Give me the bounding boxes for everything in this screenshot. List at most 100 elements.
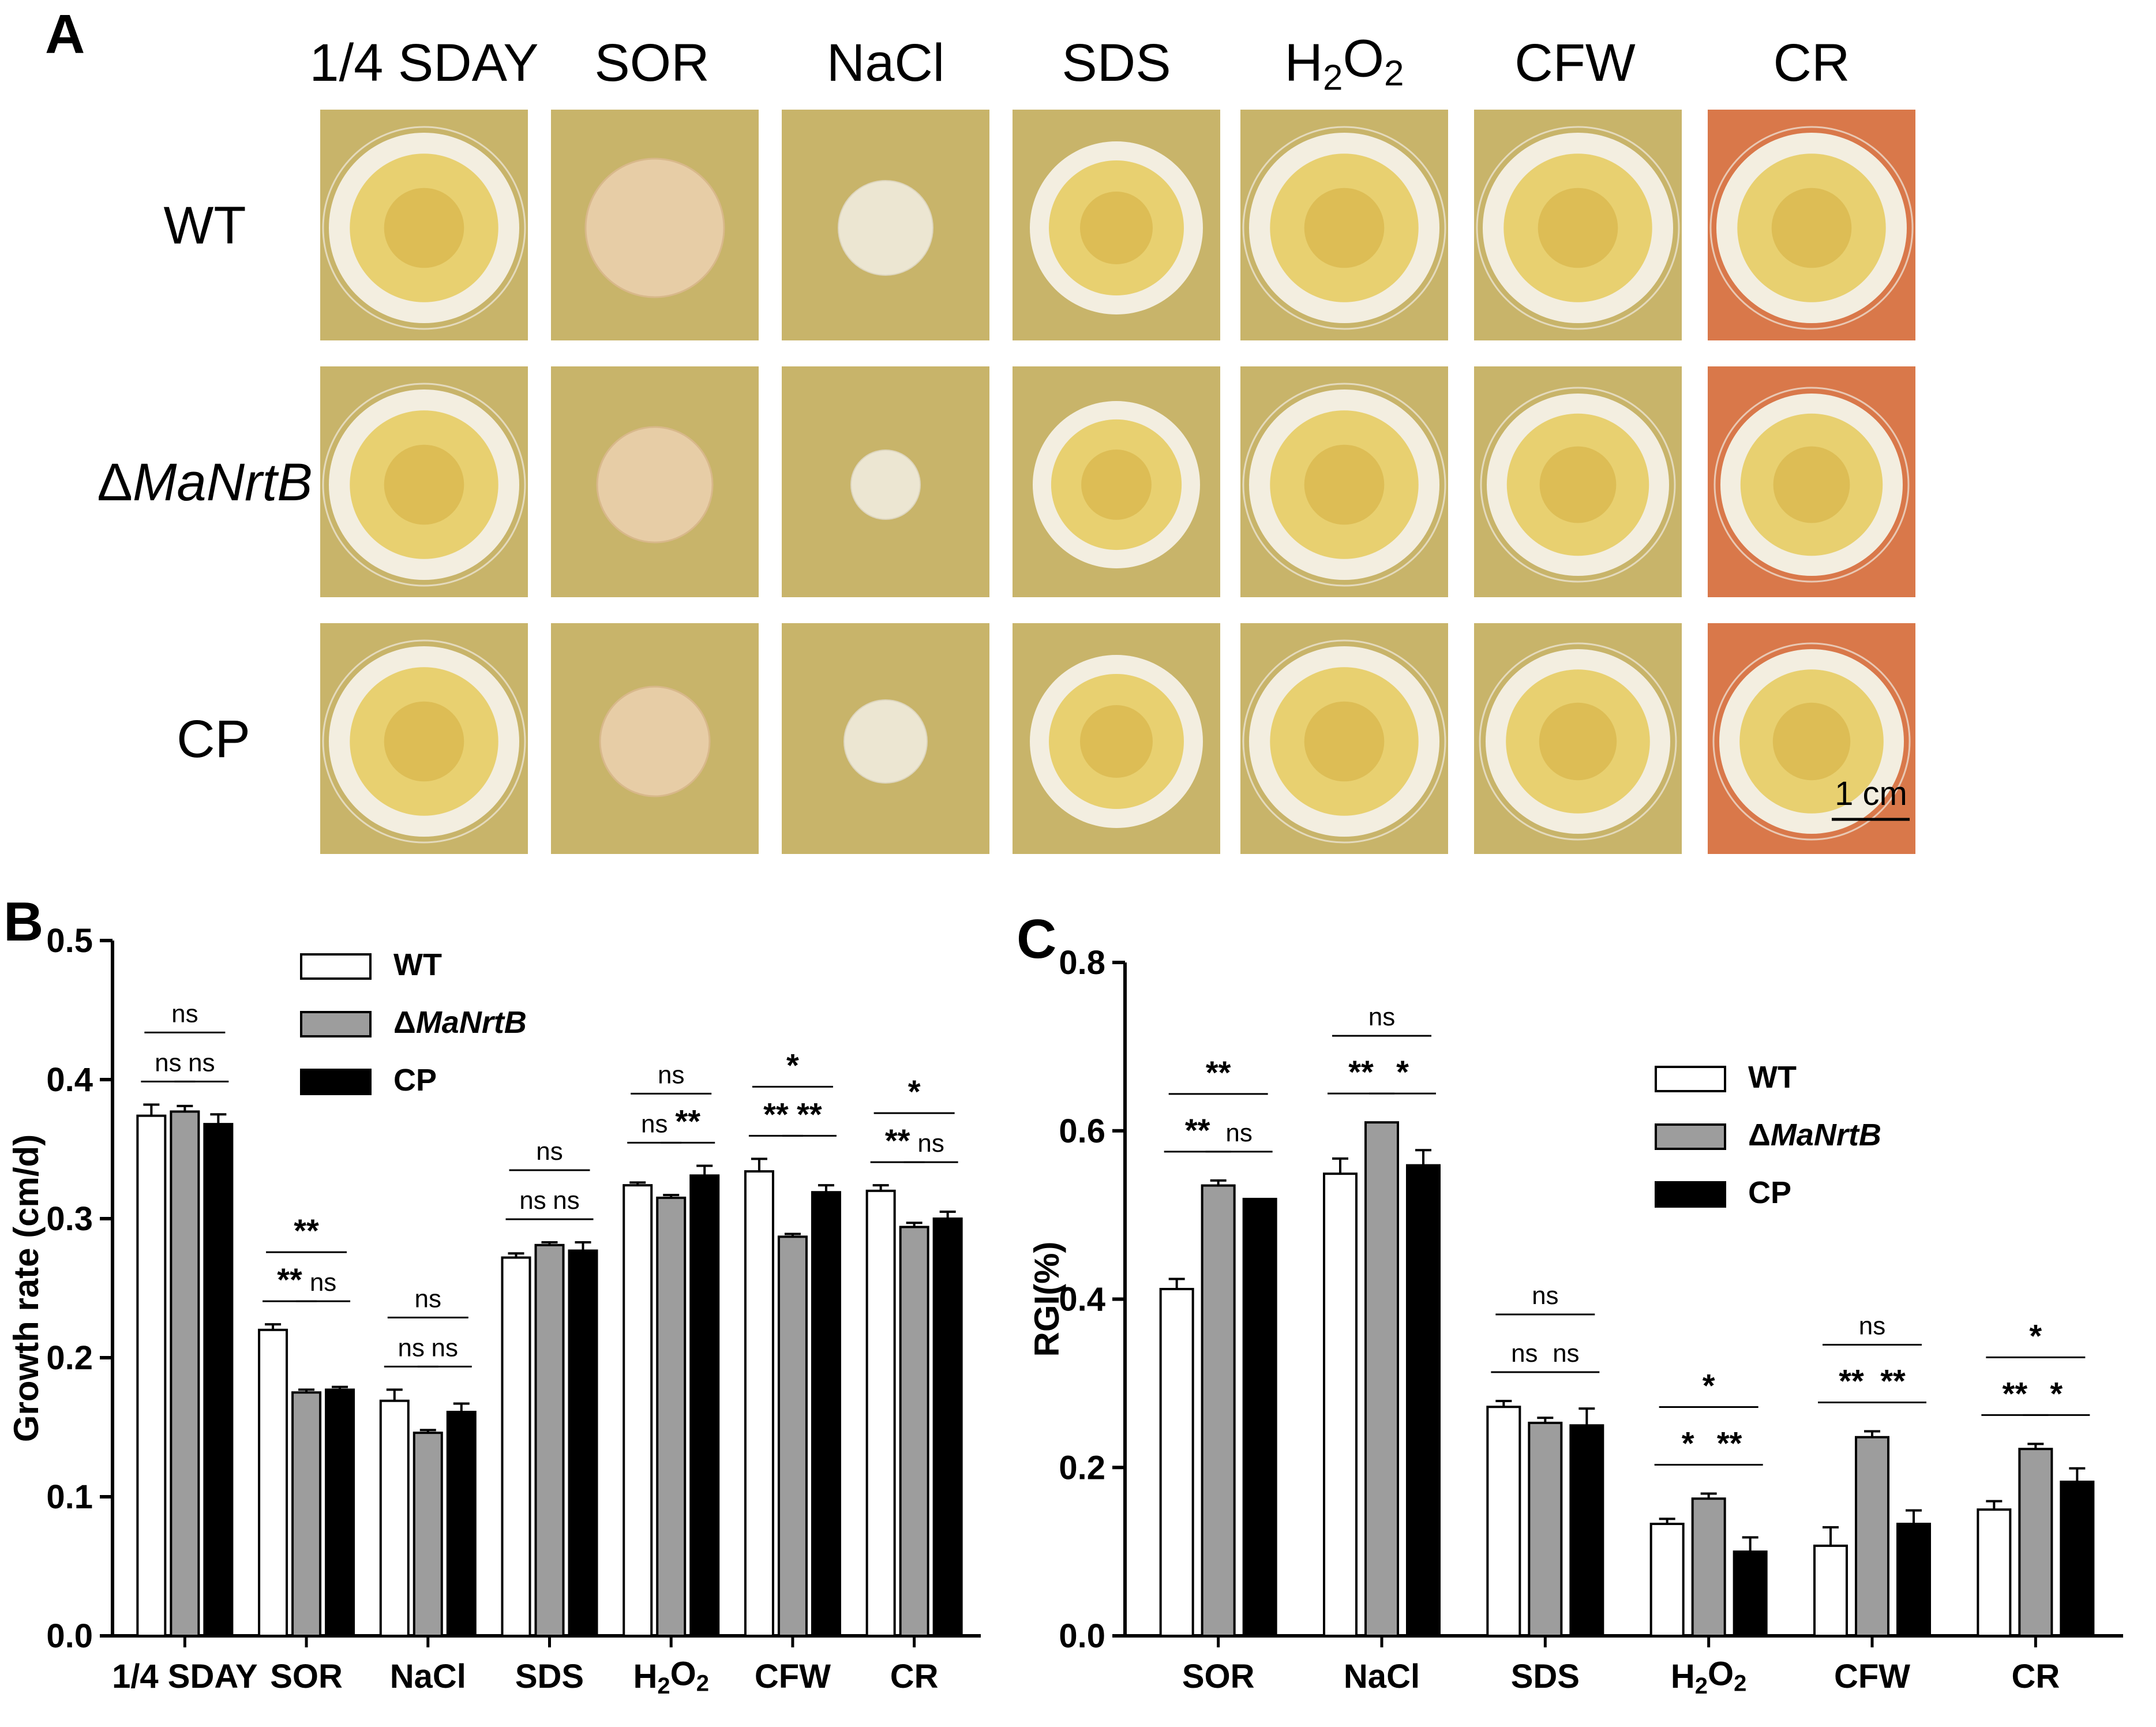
y-tick-label: 0.6: [1059, 1112, 1105, 1150]
significance-label: **: [294, 1212, 319, 1249]
significance-label: **: [277, 1261, 302, 1298]
colony-center: [1771, 188, 1852, 268]
significance-label: *: [1703, 1367, 1715, 1403]
bar: [1528, 1421, 1563, 1638]
bar: [568, 1249, 598, 1637]
bar: [865, 1189, 896, 1638]
colony-center: [384, 188, 464, 268]
y-tick-label: 0.5: [46, 922, 93, 960]
gene-name: MaNrtB: [1771, 1118, 1881, 1152]
x-tick-label: CR: [2011, 1658, 2060, 1695]
bar: [689, 1174, 720, 1638]
significance-label: ns: [917, 1129, 944, 1157]
colony-center: [1538, 188, 1618, 268]
dish-rim: [322, 383, 526, 587]
y-tick-label: 0.4: [46, 1061, 93, 1099]
significance-label: ns: [432, 1333, 458, 1362]
colony: [850, 449, 921, 520]
significance-label: ns: [188, 1048, 215, 1077]
legend-label: CP: [1748, 1175, 1791, 1210]
x-tick-label: SDS: [515, 1658, 584, 1695]
significance-label: ns: [1532, 1282, 1558, 1310]
x-tick-label: SOR: [1182, 1658, 1255, 1695]
column-label: NaCl: [827, 33, 944, 92]
colony-center: [1080, 192, 1153, 264]
legend-swatch: [300, 1069, 372, 1095]
legend-swatch: [1655, 1123, 1726, 1150]
significance-label: ns: [658, 1061, 684, 1089]
significance-label: ns: [171, 999, 198, 1028]
significance-label: **: [763, 1096, 789, 1132]
x-tick-label: SOR: [270, 1658, 343, 1695]
subscript: 2: [1734, 1671, 1746, 1696]
column-label: CFW: [1514, 33, 1636, 92]
significance-label: **: [675, 1103, 700, 1139]
significance-label: ns: [1859, 1312, 1885, 1340]
y-axis-title: RGI(%): [1028, 1242, 1066, 1357]
bar: [623, 1184, 653, 1637]
x-tick-label: SDS: [1511, 1658, 1580, 1695]
bar: [1406, 1164, 1441, 1637]
colony-center: [1304, 188, 1385, 268]
dish-rim: [1713, 387, 1910, 583]
significance-label: *: [786, 1047, 799, 1083]
significance-label: **: [1206, 1054, 1231, 1091]
colony: [838, 180, 933, 276]
bar: [1159, 1287, 1194, 1638]
legend-label: ΔMaNrtB: [1748, 1118, 1881, 1152]
bar: [1691, 1497, 1726, 1637]
row-label: CP: [177, 710, 250, 769]
significance-label: **: [2003, 1375, 2028, 1411]
colony: [599, 685, 711, 797]
significance-label: **: [1185, 1112, 1210, 1148]
bar: [1813, 1544, 1848, 1638]
dish-rim: [322, 126, 526, 330]
y-tick-label: 0.0: [1059, 1617, 1105, 1655]
bar: [413, 1432, 443, 1637]
dish-rim: [1242, 126, 1446, 330]
label-part: O: [670, 1655, 696, 1693]
gene-name: MaNrtB: [416, 1005, 527, 1040]
bar: [1649, 1522, 1685, 1638]
y-tick-label: 0.2: [46, 1339, 93, 1377]
legend-label: WT: [1748, 1060, 1797, 1095]
significance-label: ns: [310, 1268, 336, 1297]
label-part: H: [633, 1658, 657, 1695]
significance-label: ns: [536, 1137, 563, 1166]
significance-label: *: [2029, 1317, 2042, 1354]
dish-rim: [1242, 639, 1446, 844]
bar: [325, 1388, 355, 1637]
subscript: 2: [1323, 58, 1343, 98]
bar: [811, 1191, 841, 1637]
significance-label: **: [885, 1122, 910, 1159]
y-tick-label: 0.0: [46, 1617, 93, 1655]
bar: [656, 1196, 687, 1638]
y-tick-label: 0.1: [46, 1478, 93, 1516]
panel-a-plate-grid: 1/4 SDAY SOR NaCl SDS H2O2 CFW CRWTΔMaNrtBCP1 …: [97, 29, 1915, 854]
significance-label: **: [797, 1096, 822, 1132]
significance-label: ns: [1553, 1339, 1579, 1368]
panel-a-letter: A: [45, 3, 85, 65]
y-tick-label: 0.8: [1059, 944, 1105, 981]
significance-label: ns: [553, 1186, 579, 1215]
column-label: SOR: [594, 33, 709, 92]
colony: [596, 426, 714, 544]
bar: [379, 1399, 410, 1637]
bar: [777, 1235, 808, 1638]
column-label: 1/4 SDAY: [309, 33, 538, 92]
subscript: 2: [1384, 54, 1404, 93]
colony-center: [1304, 444, 1385, 525]
delta-symbol: Δ: [393, 1005, 416, 1040]
bar: [932, 1217, 963, 1637]
x-tick-label: CR: [890, 1658, 939, 1695]
bar: [2060, 1481, 2095, 1638]
label-part: H: [1285, 33, 1323, 92]
label-part: H: [1671, 1658, 1695, 1695]
y-axis-title: Growth rate (cm/d): [7, 1134, 46, 1442]
colony-center: [1539, 446, 1617, 523]
scale-bar-label: 1 cm: [1835, 775, 1907, 812]
significance-label: *: [908, 1073, 921, 1110]
bar: [899, 1226, 929, 1637]
column-label: SDS: [1062, 33, 1171, 92]
